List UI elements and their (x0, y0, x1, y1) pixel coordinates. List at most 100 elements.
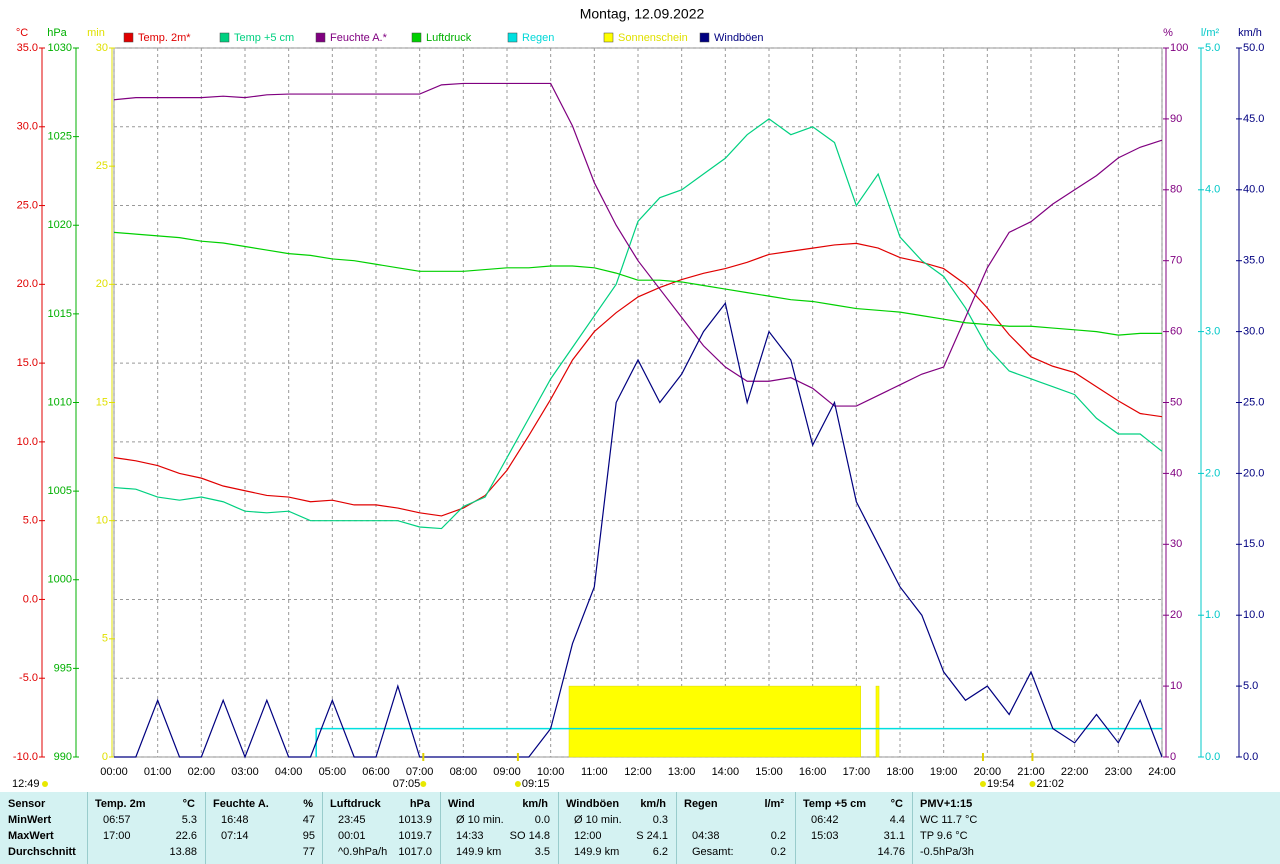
table-cell: WC 11.7 °C (920, 814, 978, 826)
table-cell: Ø 10 min. (456, 814, 504, 826)
legend-label: Windböen (714, 32, 764, 44)
x-tick-label: 09:00 (493, 766, 521, 778)
y-tick-label: 995 (54, 662, 72, 674)
series-line (113, 82, 1163, 407)
y-tick-label: 30 (96, 42, 108, 54)
table-cell: 15:03 (811, 830, 839, 842)
table-value: 22.6 (175, 830, 197, 842)
x-tick-label: 05:00 (319, 766, 347, 778)
row-header: Durchschnitt (8, 846, 76, 858)
y-tick-label: 25.0 (17, 199, 38, 211)
y-tick-label: 90 (1170, 113, 1182, 125)
x-tick-label: 23:00 (1105, 766, 1133, 778)
y-tick-label: 5.0 (1243, 680, 1258, 692)
table-value: SO 14.8 (509, 830, 550, 842)
section-title: Luftdruck (330, 798, 381, 810)
section-unit: % (303, 798, 313, 810)
y-tick-label: 70 (1170, 255, 1182, 267)
sun-marker (42, 781, 48, 787)
x-tick-label: 10:00 (537, 766, 565, 778)
y-tick-label: 30.0 (17, 121, 38, 133)
x-tick-label: 02:00 (188, 766, 216, 778)
table-value: 0.3 (652, 814, 668, 826)
y-tick-label: 100 (1170, 42, 1188, 54)
chart-title: Montag, 12.09.2022 (580, 6, 705, 22)
table-cell: Gesamt: (692, 846, 734, 858)
x-tick-label: 08:00 (450, 766, 478, 778)
column-separator (558, 792, 559, 864)
table-cell: Ø 10 min. (574, 814, 622, 826)
table-value: 47 (302, 814, 315, 826)
y-tick-label: 25.0 (1243, 396, 1264, 408)
y-tick-label: 1015 (48, 308, 72, 320)
y-tick-label: 30.0 (1243, 326, 1264, 338)
summary-table: Sensor MinWert MaxWert Durchschnitt Temp. 2m… (0, 792, 1280, 864)
y-tick-label: 40.0 (1243, 184, 1264, 196)
legend-label: Regen (522, 32, 554, 44)
y-tick-label: -5.0 (19, 672, 38, 684)
x-tick-label: 07:00 (406, 766, 434, 778)
y-tick-label: 25 (96, 160, 108, 172)
table-value: S 24.1 (636, 830, 668, 842)
y-tick-label: 60 (1170, 326, 1182, 338)
y-tick-label: 5 (102, 633, 108, 645)
row-header: MinWert (8, 814, 52, 826)
sunshine-bar (568, 685, 861, 758)
x-tick-label: 00:00 (100, 766, 128, 778)
y-tick-label: 0.0 (1243, 751, 1258, 763)
y-tick-label: 0 (102, 751, 108, 763)
y-tick-label: 35.0 (1243, 255, 1264, 267)
y-tick-label: 80 (1170, 184, 1182, 196)
y-tick-label: 20 (1170, 609, 1182, 621)
x-tick-label: 22:00 (1061, 766, 1089, 778)
column-separator (676, 792, 677, 864)
axis-unit: °C (16, 27, 28, 39)
table-cell: 00:01 (338, 830, 366, 842)
x-tick-label: 19:00 (930, 766, 958, 778)
y-tick-label: 0.0 (1205, 751, 1220, 763)
legend-swatch (123, 32, 134, 43)
y-tick-label: 10 (96, 515, 108, 527)
annotation-label: 19:54 (987, 778, 1015, 790)
y-tick-label: 20.0 (1243, 467, 1264, 479)
section-title: Temp. 2m (95, 798, 146, 810)
row-header: MaxWert (8, 830, 54, 842)
table-cell: 04:38 (692, 830, 720, 842)
y-tick-label: 1010 (48, 396, 72, 408)
section-unit: l/m² (764, 798, 784, 810)
table-cell: -0.5hPa/3h (920, 846, 974, 858)
column-separator (322, 792, 323, 864)
section-unit: hPa (409, 798, 430, 810)
section-unit: °C (890, 798, 903, 810)
legend-label: Luftdruck (426, 32, 472, 44)
series-line (113, 242, 1163, 517)
y-tick-label: 5.0 (1205, 42, 1220, 54)
table-cell: 16:48 (221, 814, 249, 826)
y-tick-label: 1025 (48, 131, 72, 143)
annotation-label: 09:15 (522, 778, 550, 790)
legend-swatch (315, 32, 326, 43)
y-tick-label: 45.0 (1243, 113, 1264, 125)
table-value: 31.1 (883, 830, 905, 842)
legend-swatch (603, 32, 614, 43)
rain-line (315, 727, 1162, 757)
table-value: 6.2 (652, 846, 668, 858)
x-tick-label: 11:00 (581, 766, 608, 778)
table-cell: 23:45 (338, 814, 366, 826)
y-tick-label: 15.0 (17, 357, 38, 369)
x-tick-label: 16:00 (799, 766, 827, 778)
table-value: 95 (302, 830, 315, 842)
column-separator (440, 792, 441, 864)
column-separator (205, 792, 206, 864)
sunshine-bar (875, 685, 880, 758)
y-tick-label: 990 (54, 751, 72, 763)
table-cell: 149.9 km (456, 846, 502, 858)
section-title: Wind (448, 798, 475, 810)
section-title: Temp +5 cm (803, 798, 867, 810)
y-tick-label: 10.0 (17, 436, 38, 448)
table-value: 0.2 (770, 846, 786, 858)
x-tick-label: 14:00 (712, 766, 740, 778)
axis-unit: min (87, 27, 105, 39)
sun-marker (514, 781, 521, 787)
x-tick-label: 15:00 (755, 766, 783, 778)
